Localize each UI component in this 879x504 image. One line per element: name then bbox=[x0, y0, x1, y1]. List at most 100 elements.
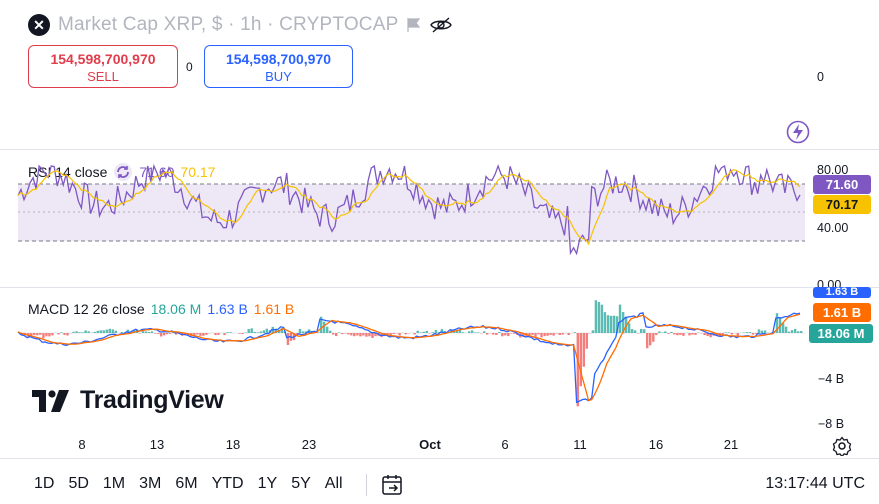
histogram-bar bbox=[627, 323, 631, 333]
histogram-bar bbox=[449, 329, 453, 333]
histogram-bar bbox=[751, 333, 755, 335]
histogram-bar bbox=[757, 329, 761, 333]
date-tick: 13 bbox=[149, 437, 165, 452]
histogram-bar bbox=[108, 328, 112, 333]
histogram-bar bbox=[326, 326, 329, 333]
histogram-bar bbox=[573, 332, 577, 333]
histogram-bar bbox=[169, 333, 172, 334]
buy-button[interactable]: 154,598,700,970 BUY bbox=[204, 45, 353, 88]
histogram-bar bbox=[594, 300, 598, 333]
histogram-bar bbox=[217, 333, 220, 335]
pane-separator[interactable] bbox=[0, 149, 879, 150]
range-1y-button[interactable]: 1Y bbox=[257, 475, 278, 492]
histogram-bar bbox=[175, 333, 178, 335]
range-ytd-button[interactable]: YTD bbox=[211, 475, 244, 492]
histogram-bar bbox=[455, 330, 459, 333]
histogram-bar bbox=[319, 316, 323, 333]
histogram-bar bbox=[552, 333, 555, 336]
gear-icon[interactable] bbox=[832, 436, 852, 456]
histogram-bar bbox=[389, 333, 392, 336]
histogram-bar bbox=[775, 313, 779, 333]
histogram-bar bbox=[356, 333, 359, 336]
histogram-bar bbox=[422, 331, 426, 333]
histogram-bar bbox=[679, 333, 682, 335]
symbol-title[interactable]: Market Cap XRP, $ · 1h · CRYPTOCAP bbox=[58, 14, 399, 35]
histogram-bar bbox=[549, 333, 552, 335]
histogram-bar bbox=[147, 332, 151, 333]
eye-off-icon[interactable] bbox=[430, 17, 453, 33]
histogram-bar bbox=[473, 332, 477, 333]
histogram-bar bbox=[501, 333, 504, 337]
date-axis[interactable]: 8 13 18 23 Oct 6 11 16 21 bbox=[0, 437, 800, 453]
rsi-ma-line bbox=[17, 169, 801, 246]
histogram-bar bbox=[193, 333, 196, 336]
histogram-bar bbox=[582, 333, 586, 367]
utc-clock[interactable]: 13:17:44 UTC bbox=[765, 475, 865, 492]
histogram-bar bbox=[730, 333, 734, 335]
macd-name[interactable]: MACD 12 26 close bbox=[28, 301, 145, 317]
histogram-bar bbox=[247, 329, 250, 333]
sell-label: SELL bbox=[87, 69, 119, 84]
histogram-bar bbox=[214, 333, 217, 336]
histogram-bar bbox=[800, 331, 803, 333]
histogram-bar bbox=[78, 332, 81, 333]
histogram-bar bbox=[81, 332, 84, 333]
histogram-bar bbox=[664, 331, 667, 333]
pane-separator[interactable] bbox=[0, 287, 879, 288]
histogram-bar bbox=[159, 333, 163, 337]
flag-icon[interactable] bbox=[406, 17, 422, 33]
histogram-bar bbox=[534, 333, 537, 337]
range-1m-button[interactable]: 1M bbox=[102, 475, 126, 492]
histogram-bar bbox=[640, 328, 643, 333]
histogram-bar bbox=[229, 332, 232, 333]
histogram-bar bbox=[715, 333, 718, 336]
histogram-bar bbox=[96, 330, 99, 333]
histogram-bar bbox=[244, 332, 247, 333]
histogram-bar bbox=[624, 316, 628, 333]
histogram-bar bbox=[205, 333, 208, 335]
macd-value: 1.63 B bbox=[207, 301, 248, 317]
histogram-bar bbox=[371, 333, 374, 338]
range-5y-button[interactable]: 5Y bbox=[291, 475, 311, 492]
refresh-icon[interactable] bbox=[113, 162, 133, 182]
range-5d-button[interactable]: 5D bbox=[68, 475, 89, 492]
calendar-goto-icon[interactable] bbox=[380, 473, 404, 497]
range-1d-button[interactable]: 1D bbox=[34, 475, 55, 492]
histogram-bar bbox=[335, 333, 338, 337]
signal-tag: 1.61 B bbox=[813, 303, 871, 322]
histogram-bar bbox=[93, 331, 96, 333]
macd-chart[interactable] bbox=[0, 288, 879, 433]
buy-label: BUY bbox=[265, 69, 292, 84]
histogram-bar bbox=[36, 333, 39, 336]
sell-button[interactable]: 154,598,700,970 SELL bbox=[28, 45, 178, 88]
histogram-bar bbox=[630, 329, 634, 333]
histogram-bar bbox=[111, 329, 115, 333]
rsi-tag: 71.60 bbox=[813, 175, 871, 194]
histogram-bar bbox=[606, 315, 610, 333]
date-tick: 23 bbox=[301, 437, 317, 452]
histogram-bar bbox=[476, 332, 480, 333]
histogram-bar bbox=[440, 329, 444, 333]
histogram-bar bbox=[661, 332, 664, 333]
date-tick: 8 bbox=[78, 437, 86, 452]
histogram-bar bbox=[347, 333, 350, 335]
histogram-bar bbox=[332, 333, 335, 335]
histogram-bar bbox=[652, 333, 655, 342]
histogram-bar bbox=[727, 332, 730, 333]
x-circle-icon: ✕ bbox=[28, 14, 50, 36]
histogram-bar bbox=[344, 333, 347, 334]
histogram-bar bbox=[316, 332, 320, 333]
range-toolbar: 1D 5D 1M 3M 6M YTD 1Y 5Y All bbox=[34, 475, 343, 493]
range-all-button[interactable]: All bbox=[324, 475, 343, 492]
histogram-bar bbox=[301, 331, 305, 333]
histogram-bar bbox=[60, 332, 63, 333]
histogram-bar bbox=[458, 329, 462, 333]
rsi-chart[interactable] bbox=[0, 150, 879, 287]
histogram-bar bbox=[492, 333, 495, 335]
histogram-bar bbox=[688, 333, 691, 336]
lightning-icon[interactable] bbox=[786, 120, 810, 144]
range-6m-button[interactable]: 6M bbox=[175, 475, 198, 492]
histogram-bar bbox=[362, 333, 365, 336]
range-3m-button[interactable]: 3M bbox=[139, 475, 162, 492]
histogram-bar bbox=[286, 333, 290, 345]
